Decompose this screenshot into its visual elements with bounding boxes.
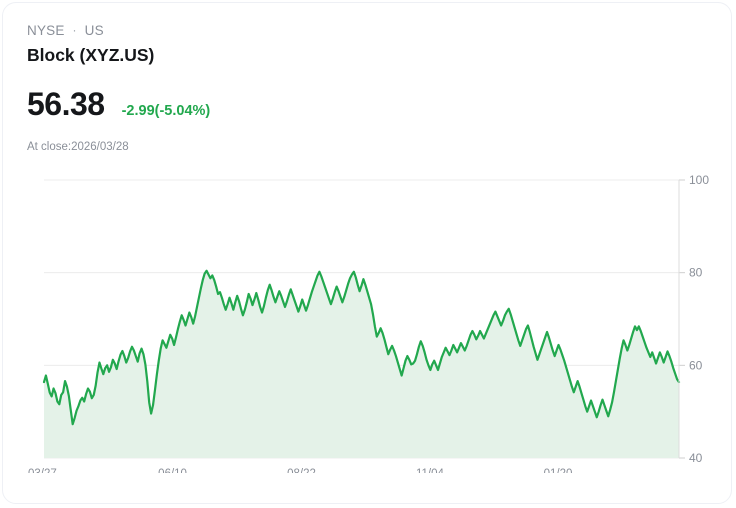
current-price: 56.38 [27,86,105,122]
y-tick-label: 100 [689,173,709,187]
chart-line [42,269,681,426]
page-title: Block (XYZ.US) [27,45,155,65]
exchange-region-row: NYSE · US [27,22,154,40]
x-tick-label: 11/04 [416,468,445,473]
price-chart[interactable]: 100 80 60 40 03/27 06/10 08/22 11/04 01/20 [3,163,732,473]
chart-y-tick-labels: 100 80 60 40 [689,173,709,465]
x-tick-label: 01/20 [544,468,573,473]
quote-header: NYSE · US Block (XYZ.US) [27,22,154,67]
price-chart-svg[interactable]: 100 80 60 40 03/27 06/10 08/22 11/04 01/20 [3,163,732,473]
price-change: -2.99(-5.04%) [121,103,211,119]
quote-price-row: 56.38 -2.99(-5.04%) [27,85,210,123]
x-tick-label: 03/27 [28,468,57,473]
region-label: US [84,23,104,38]
chart-x-tick-labels: 03/27 06/10 08/22 11/04 01/20 [28,468,572,473]
y-tick-label: 80 [689,266,703,280]
close-timestamp: At close:2026/03/28 [27,141,129,153]
x-tick-label: 06/10 [158,468,187,473]
y-tick-label: 40 [689,451,703,465]
chart-area-fill [44,270,679,458]
x-tick-label: 08/22 [287,468,316,473]
y-tick-label: 60 [689,358,703,372]
separator-dot: · [72,23,77,37]
exchange-label: NYSE [27,23,65,38]
